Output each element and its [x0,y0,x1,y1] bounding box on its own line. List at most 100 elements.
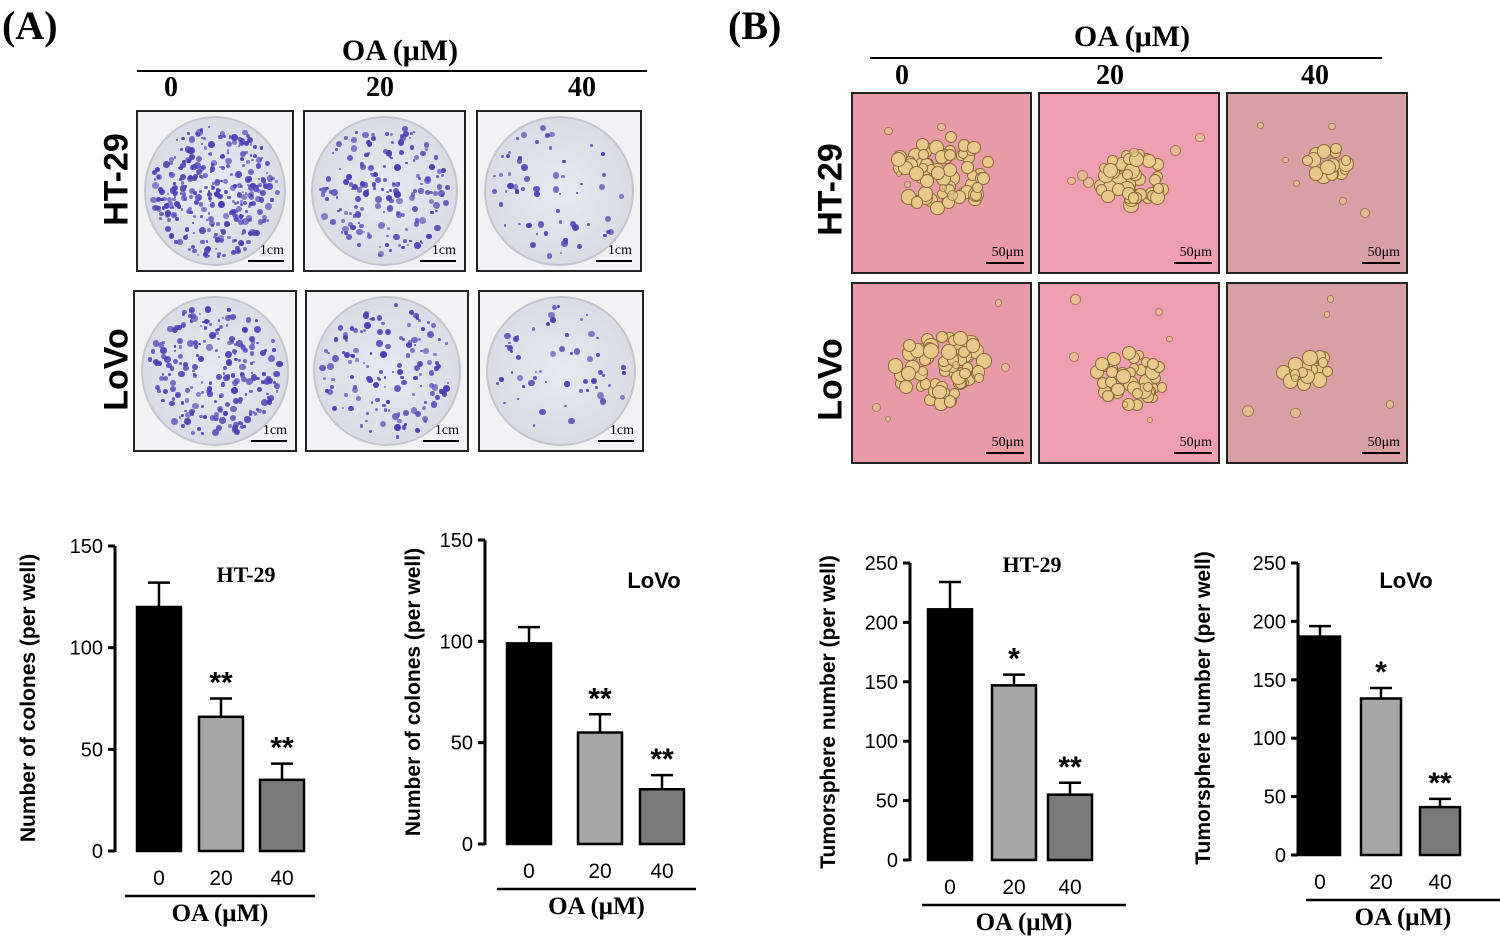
colony-dot [437,169,443,175]
colony-dot [233,352,237,356]
colony-dot [516,136,519,140]
colony-dot [231,134,238,141]
colony-dot [373,172,379,178]
tumor-cell [1095,357,1110,372]
colony-dot [195,168,203,176]
colony-dot [211,181,215,185]
colony-dot [202,136,207,141]
colony-dot [202,320,205,324]
colony-dot [211,185,216,190]
colony-dot [396,362,402,369]
colony-dot [345,233,352,240]
colony-dot [266,395,270,399]
colony-dot [514,189,520,194]
colony-dot [423,348,430,355]
colony-dot [389,198,394,204]
colony-dot [150,349,156,355]
y-tick-label: 150 [1253,670,1286,692]
colony-dot [431,384,439,391]
colony-dot [268,395,275,401]
colony-dot [252,145,257,150]
colony-dot [371,132,375,137]
colony-dot [270,198,274,202]
colony-dot [404,227,408,231]
colony-dot [272,348,276,352]
colony-dot [195,128,203,136]
colony-dot [192,364,198,371]
colony-dot [192,369,195,372]
y-tick-label: 100 [440,631,473,653]
colony-dot [355,396,361,402]
tumor-cell [1121,345,1137,360]
colony-dot [273,381,276,385]
colony-dot [177,166,181,170]
colony-dot [388,155,392,159]
colony-dot [178,370,185,377]
colony-dot [185,156,192,163]
colony-dot [166,201,174,208]
colony-dot [369,429,373,433]
colony-dot [424,147,429,152]
colony-dot [375,398,380,403]
tumor-cell [1302,155,1314,167]
colony-dot [350,354,355,358]
colony-dot [169,386,176,393]
colony-dot [352,214,357,218]
colony-dot [163,388,169,394]
colony-dot [389,132,394,136]
colony-dot [597,369,604,376]
colony-dot [394,191,401,198]
colony-dot [359,182,366,188]
colony-dot [385,243,389,247]
header-line-b [870,57,1382,59]
tumor-cell [1102,390,1114,402]
colony-dot [237,400,242,405]
colony-dot [244,416,251,423]
colony-dot [229,415,236,422]
colony-dot [220,166,225,170]
colony-dot [425,190,431,195]
colony-dot [414,155,420,161]
colony-dot [344,339,348,343]
colony-dot [394,302,398,307]
tumor-cell-scattered [1282,156,1290,164]
colony-dot [236,192,243,198]
colony-dot [233,428,241,436]
colony-dot [202,415,207,420]
tumor-cell [953,331,969,347]
colony-dot [159,188,166,195]
colony-dot [184,409,187,413]
colony-dot [401,125,409,132]
colony-dot [224,157,232,165]
scale-label: 1cm [434,423,459,438]
tumor-cell [1322,365,1334,378]
colony-dot [162,341,166,344]
tumor-cell [1302,350,1318,366]
colony-dot [239,364,246,371]
colony-dot [188,206,193,211]
colony-dot [178,353,184,359]
colony-dot [409,347,416,354]
oa-header-b: OA (μM) [1073,20,1191,53]
colony-dot [235,205,242,212]
colony-dot [168,232,175,239]
bar-0 [505,642,553,846]
colony-dot [207,125,210,128]
colony-dot [234,239,238,243]
colony-dot [153,359,160,366]
colony-dish-well [313,296,461,446]
colony-dot [552,304,558,310]
colony-dot [201,404,204,408]
tumor-cell [966,140,981,155]
colony-dot [552,171,560,179]
bar-0 [926,608,974,862]
colony-dot [274,370,280,377]
scale-bar: 1cm [423,423,459,442]
colony-dot [246,240,251,245]
colony-dot [244,141,250,147]
colony-dot [237,144,240,147]
colony-dot [252,410,255,414]
colony-dot [500,155,504,159]
colony-dot [370,401,374,404]
colony-dot [190,320,193,324]
